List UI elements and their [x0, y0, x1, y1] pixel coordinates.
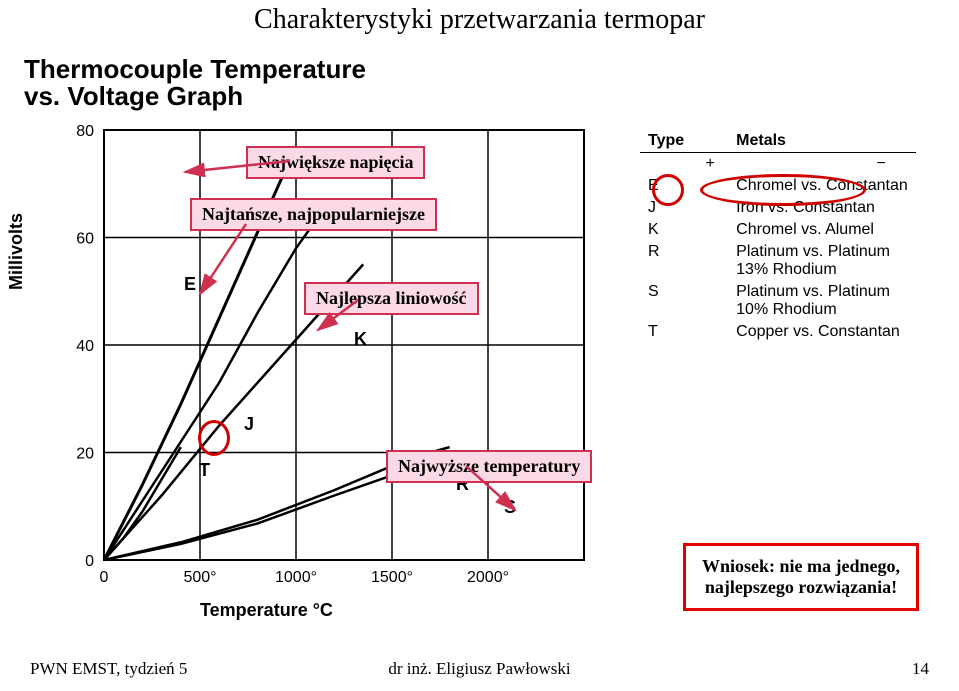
legend-metals: Platinum vs. Platinum13% Rhodium	[728, 241, 916, 281]
callout-biggest-voltage: Największe napięcia	[246, 146, 425, 179]
svg-text:S: S	[504, 497, 516, 517]
svg-text:0: 0	[85, 553, 94, 570]
highlight-ring-j-curve	[198, 420, 230, 456]
svg-text:K: K	[354, 329, 367, 349]
legend-type: S	[640, 281, 692, 321]
x-axis-label: Temperature °C	[200, 600, 333, 621]
svg-text:E: E	[184, 274, 196, 294]
highlight-ring-j-type	[652, 174, 684, 206]
graph-title: Thermocouple Temperature vs. Voltage Gra…	[24, 56, 366, 111]
graph-title-line2: vs. Voltage Graph	[24, 81, 243, 111]
svg-text:1000°: 1000°	[275, 569, 317, 586]
svg-text:500°: 500°	[183, 569, 216, 586]
legend-type: T	[640, 321, 692, 343]
legend-plus: +	[692, 153, 728, 176]
callout-best-linearity: Najlepsza liniowość	[304, 282, 479, 315]
svg-text:40: 40	[76, 338, 94, 355]
footer: PWN EMST, tydzień 5 dr inż. Eligiusz Paw…	[30, 659, 929, 679]
legend-metals: Platinum vs. Platinum10% Rhodium	[728, 281, 916, 321]
conclusion-line2: najlepszego rozwiązania!	[705, 577, 897, 597]
highlight-ring-j-metals	[700, 174, 866, 206]
chart-area: 0204060800500°1000°1500°2000°EJKTRS	[24, 120, 624, 580]
legend-header-metals: Metals	[728, 130, 916, 153]
footer-page: 14	[912, 659, 929, 679]
legend-type: K	[640, 219, 692, 241]
legend: Type Metals + − EChromel vs. ConstantanJ…	[640, 130, 916, 343]
legend-metals: Copper vs. Constantan	[728, 321, 916, 343]
conclusion-line1: Wniosek: nie ma jednego,	[702, 556, 900, 576]
chart-svg: 0204060800500°1000°1500°2000°EJKTRS	[24, 120, 624, 580]
legend-header-type: Type	[640, 130, 692, 153]
callout-highest-temp: Najwyższe temperatury	[386, 450, 592, 483]
legend-type: R	[640, 241, 692, 281]
legend-table: Type Metals + − EChromel vs. ConstantanJ…	[640, 130, 916, 343]
legend-metals: Chromel vs. Alumel	[728, 219, 916, 241]
svg-text:20: 20	[76, 446, 94, 463]
svg-text:0: 0	[100, 569, 109, 586]
svg-text:60: 60	[76, 231, 94, 248]
page-title: Charakterystyki przetwarzania termopar	[0, 4, 959, 36]
svg-text:J: J	[244, 414, 254, 434]
legend-minus: −	[728, 153, 916, 176]
footer-center: dr inż. Eligiusz Pawłowski	[30, 659, 929, 679]
callout-cheapest: Najtańsze, najpopularniejsze	[190, 198, 437, 231]
svg-text:2000°: 2000°	[467, 569, 509, 586]
graph-title-line1: Thermocouple Temperature	[24, 54, 366, 84]
svg-text:T: T	[199, 460, 210, 480]
conclusion-box: Wniosek: nie ma jednego, najlepszego roz…	[683, 543, 919, 611]
svg-text:80: 80	[76, 123, 94, 140]
svg-text:1500°: 1500°	[371, 569, 413, 586]
